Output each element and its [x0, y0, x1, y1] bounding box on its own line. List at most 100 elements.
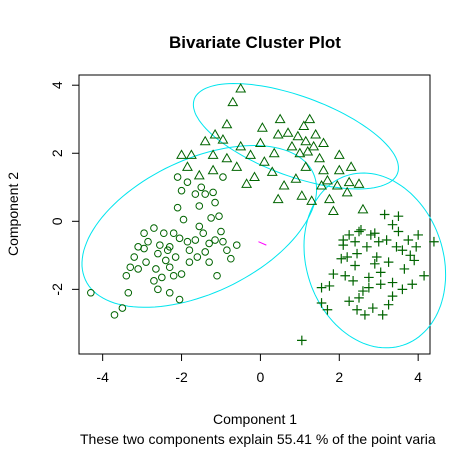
point-circle: [154, 285, 162, 294]
point-circle: [207, 214, 215, 222]
point-circle: [211, 236, 219, 244]
point-plus: [336, 253, 347, 264]
point-plus: [373, 236, 384, 247]
point-circle: [110, 311, 119, 319]
point-plus: [411, 242, 421, 252]
point-plus: [399, 264, 410, 274]
point-plus: [360, 310, 370, 320]
point-circle: [201, 190, 210, 198]
point-plus: [407, 279, 418, 290]
point-circle: [171, 253, 180, 261]
point-circle: [130, 253, 139, 261]
point-plus: [368, 303, 378, 313]
point-circle: [201, 248, 210, 256]
point-circle: [211, 198, 219, 207]
point-plus: [375, 279, 386, 290]
cluster-ellipse-2: [192, 82, 399, 190]
point-circle: [217, 227, 225, 236]
point-circle: [134, 243, 142, 251]
point-plus: [393, 226, 404, 237]
point-circle: [215, 212, 223, 221]
point-triangle: [304, 113, 316, 124]
point-circle: [213, 271, 221, 280]
point-plus: [324, 281, 335, 291]
point-triangle: [333, 149, 345, 159]
point-plus: [387, 277, 398, 288]
point-triangle: [258, 156, 270, 166]
point-circle: [144, 237, 152, 246]
point-plus: [387, 219, 398, 230]
point-circle: [165, 263, 174, 272]
point-triangle: [278, 179, 290, 190]
point-circle: [163, 246, 172, 255]
point-circle: [124, 288, 133, 297]
point-triangle: [207, 149, 219, 159]
point-circle: [158, 273, 166, 282]
data-points: [87, 83, 439, 346]
point-plus: [340, 270, 351, 281]
point-circle: [179, 215, 188, 224]
x-tick-label: 4: [414, 369, 422, 385]
connector-line: [258, 241, 267, 246]
point-circle: [87, 288, 95, 297]
point-triangle: [331, 179, 343, 190]
point-circle: [134, 265, 142, 273]
point-plus: [377, 310, 388, 320]
point-triangle: [298, 120, 310, 130]
point-plus: [344, 230, 354, 240]
point-circle: [156, 241, 164, 249]
point-plus: [429, 236, 439, 247]
point-circle: [199, 229, 208, 238]
point-plus: [393, 211, 404, 222]
point-plus: [338, 235, 349, 245]
point-circle: [161, 256, 170, 265]
point-plus: [356, 225, 366, 235]
point-circle: [142, 258, 150, 266]
point-triangle: [221, 152, 233, 163]
point-triangle: [343, 176, 355, 187]
point-circle: [169, 271, 178, 280]
point-plus: [352, 304, 362, 315]
point-plus: [354, 226, 364, 237]
chart-title: Bivariate Cluster Plot: [169, 33, 341, 52]
point-triangle: [235, 83, 247, 93]
point-triangle: [286, 140, 298, 151]
point-triangle: [333, 164, 345, 175]
x-axis: -4 -2 0 2 4: [96, 353, 422, 385]
point-plus: [350, 236, 360, 247]
point-circle: [175, 234, 184, 243]
point-triangle: [308, 140, 320, 151]
point-triangle: [209, 128, 221, 139]
point-circle: [152, 265, 160, 273]
point-triangle: [221, 118, 233, 129]
point-plus: [409, 255, 420, 266]
point-plus: [405, 250, 416, 261]
x-tick-label: 2: [335, 369, 343, 385]
point-circle: [185, 246, 194, 255]
cluster-ellipses: [81, 82, 447, 349]
point-plus: [383, 299, 394, 310]
point-circle: [205, 258, 213, 266]
point-triangle: [341, 186, 353, 197]
point-circle: [205, 239, 213, 248]
point-triangle: [268, 147, 280, 158]
point-triangle: [207, 164, 219, 175]
point-circle: [183, 237, 192, 246]
point-circle: [177, 270, 186, 278]
point-circle: [173, 173, 182, 181]
point-plus: [387, 291, 398, 301]
x-tick-label: -2: [175, 369, 188, 385]
point-circle: [169, 229, 178, 238]
point-triangle: [227, 96, 239, 107]
point-triangle: [292, 130, 304, 141]
point-circle: [140, 229, 148, 238]
point-circle: [173, 203, 182, 212]
cluster-ellipse-1: [81, 144, 318, 308]
point-triangle: [300, 161, 312, 171]
point-circle: [219, 173, 227, 181]
point-circle: [195, 222, 204, 231]
point-triangle: [245, 149, 257, 159]
point-plus: [297, 335, 307, 346]
point-circle: [165, 288, 174, 297]
point-plus: [316, 298, 327, 308]
